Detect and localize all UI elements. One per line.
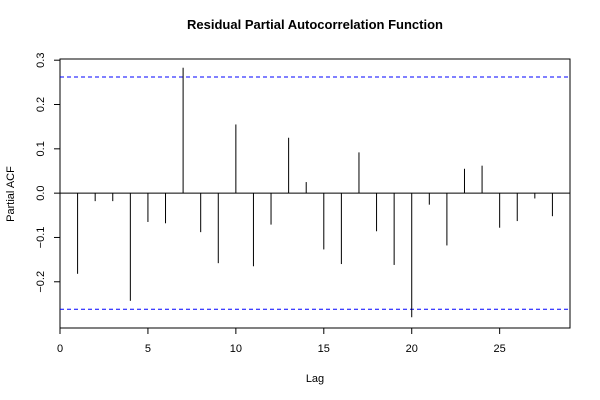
y-tick-label: −0.1: [35, 227, 47, 249]
x-tick-label: 0: [57, 343, 63, 355]
x-tick-label: 15: [318, 343, 330, 355]
y-tick-label: 0.2: [35, 97, 47, 112]
y-axis-label: Partial ACF: [5, 166, 17, 222]
y-tick-label: 0.0: [35, 185, 47, 200]
x-tick-label: 5: [145, 343, 151, 355]
y-tick-label: 0.3: [35, 53, 47, 68]
x-tick-label: 20: [406, 343, 418, 355]
y-tick-label: −0.2: [35, 271, 47, 293]
x-axis-label: Lag: [306, 373, 324, 385]
y-tick-label: 0.1: [35, 141, 47, 156]
x-tick-label: 10: [230, 343, 242, 355]
x-tick-label: 25: [494, 343, 506, 355]
chart-marks: 0 5 10 15 20 25 −0.2 −0.1 0.0 0.1 0.2 0.3: [35, 53, 570, 355]
chart-title: Residual Partial Autocorrelation Functio…: [187, 17, 443, 32]
